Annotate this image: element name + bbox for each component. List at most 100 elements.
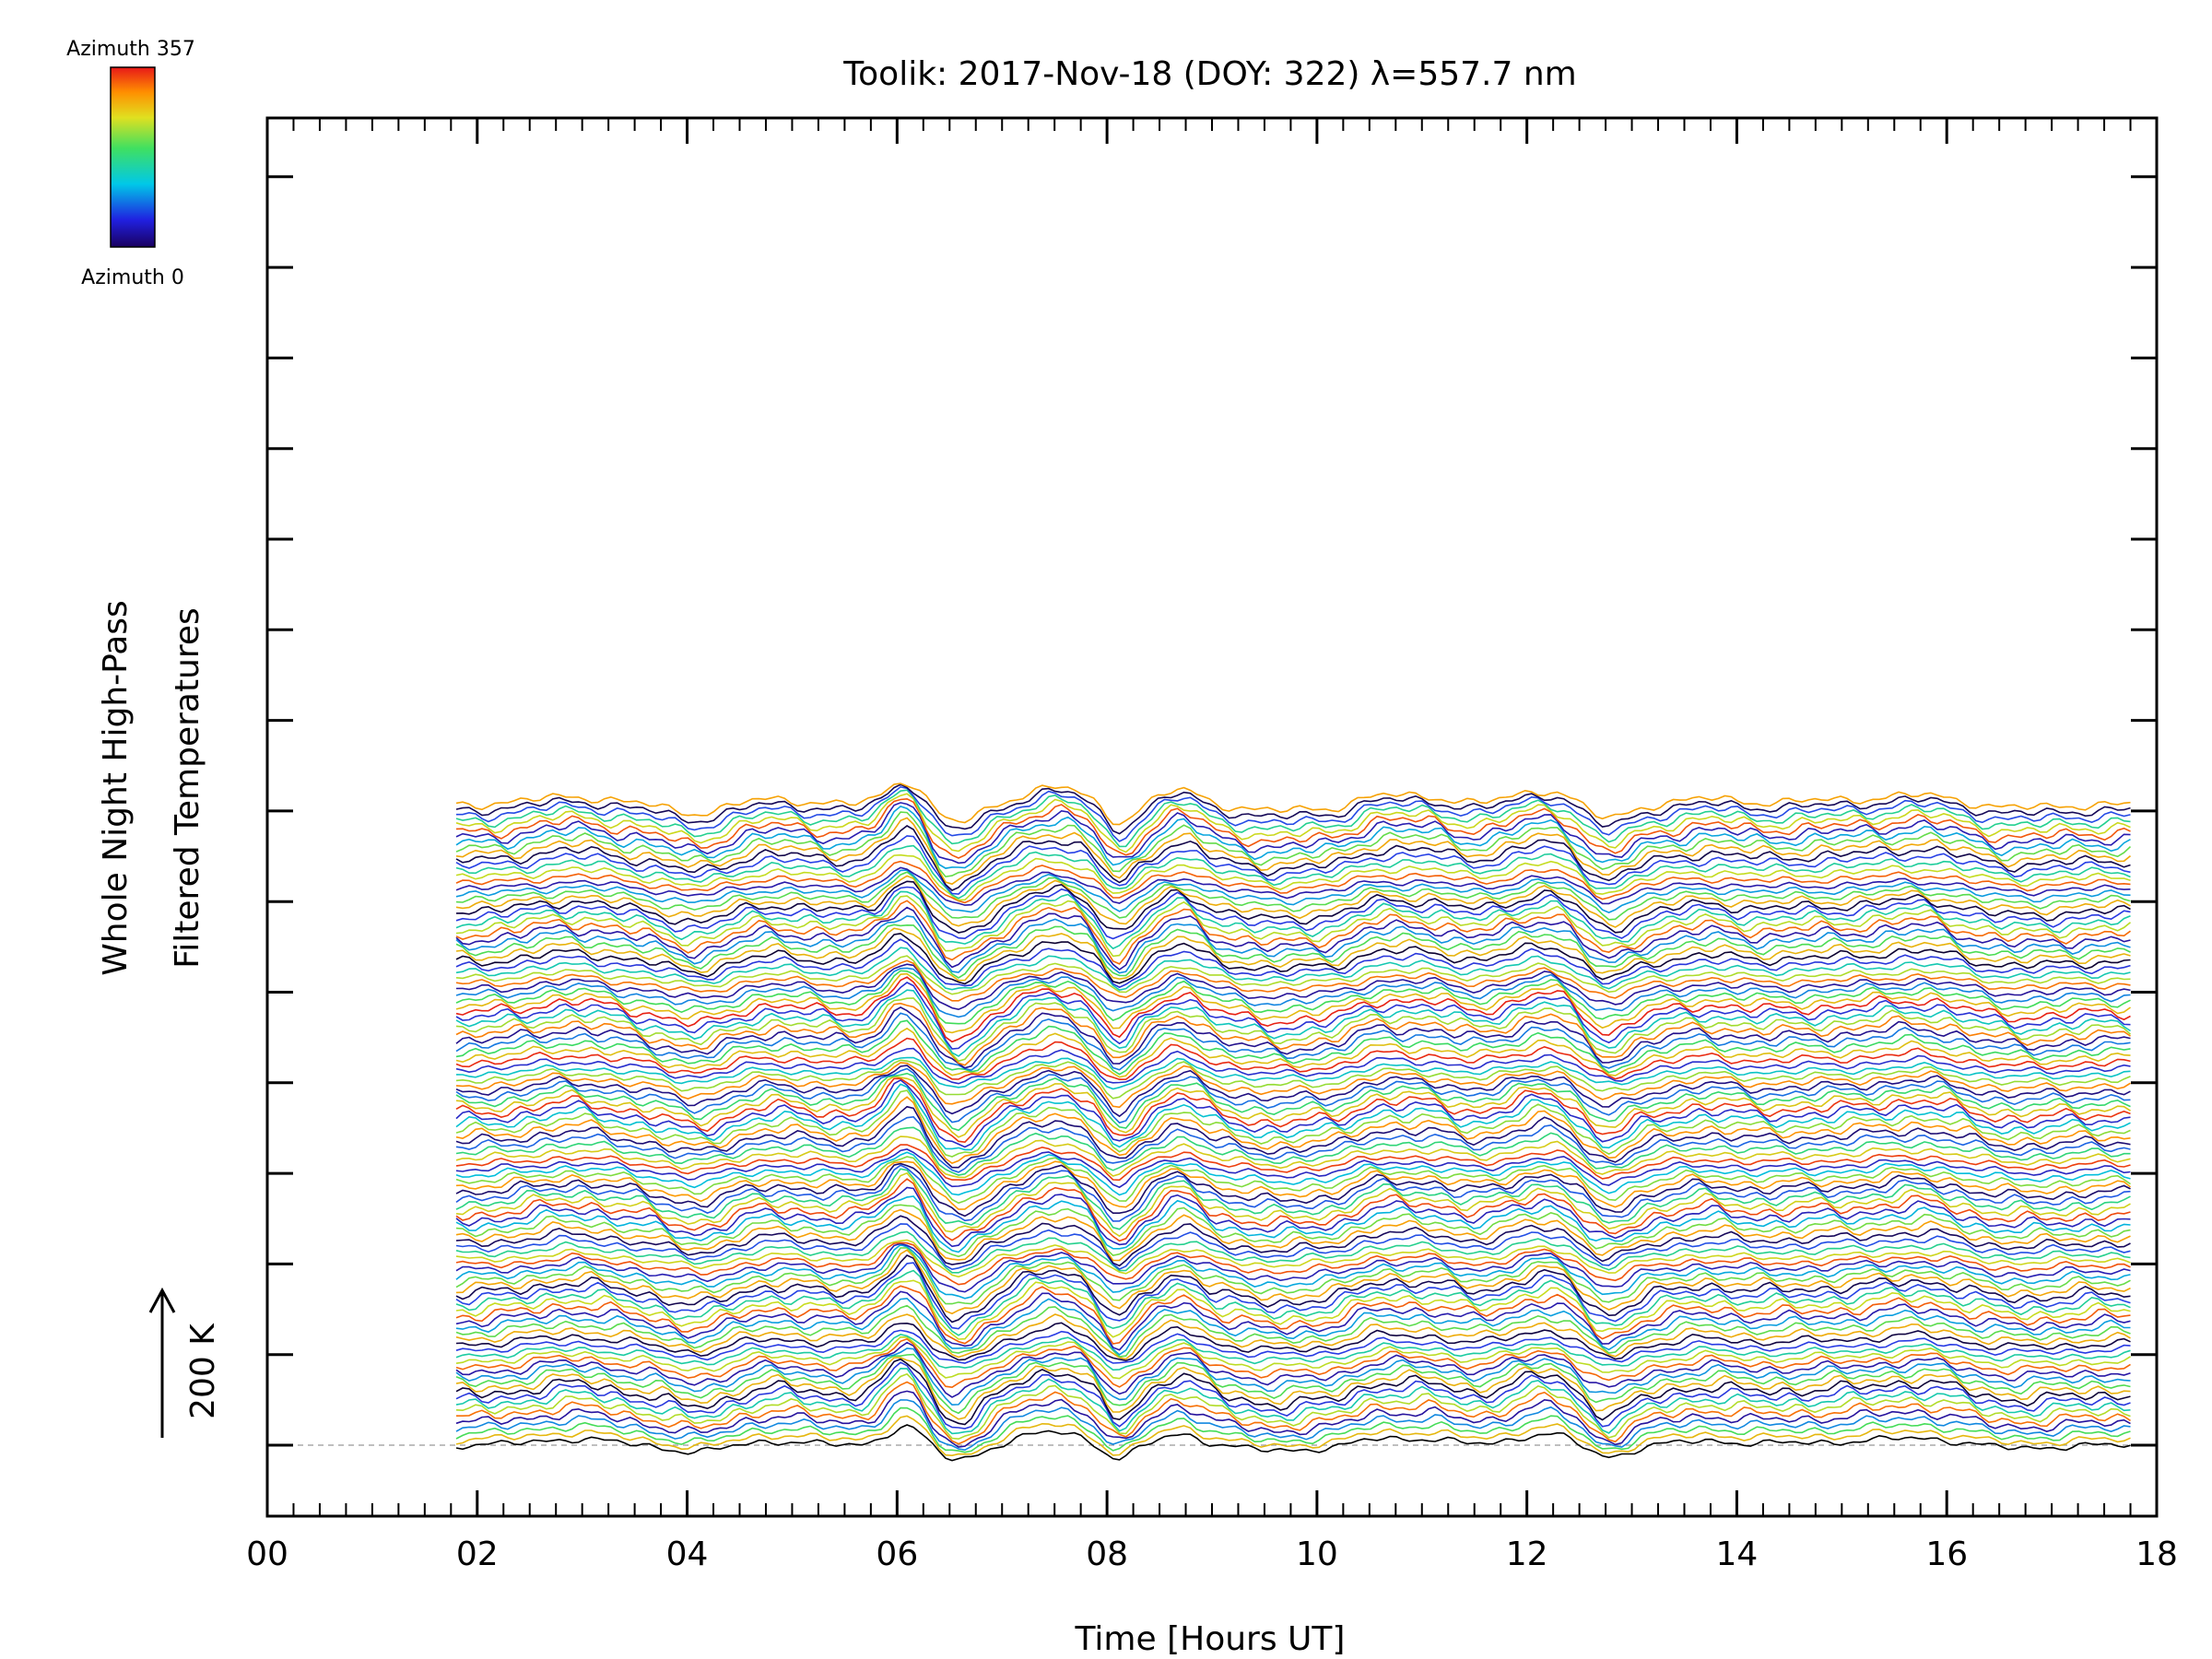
x-tick-label: 18 bbox=[2136, 1535, 2178, 1573]
temperature-trace bbox=[455, 783, 2131, 835]
temperature-trace bbox=[455, 915, 2131, 974]
temperature-trace bbox=[455, 1148, 2131, 1189]
temperature-trace bbox=[455, 1105, 2131, 1169]
temperature-trace bbox=[455, 1195, 2131, 1253]
temperature-trace bbox=[455, 955, 2131, 995]
temperature-trace bbox=[455, 835, 2131, 895]
temperature-trace bbox=[455, 938, 2131, 989]
temperature-trace bbox=[455, 1144, 2131, 1182]
temperature-trace bbox=[455, 1269, 2131, 1336]
temperature-trace bbox=[455, 1135, 2131, 1179]
temperature-trace bbox=[455, 1399, 2131, 1452]
temperature-trace bbox=[455, 1322, 2131, 1362]
temperature-trace bbox=[455, 1047, 2131, 1085]
temperature-trace bbox=[455, 1329, 2131, 1364]
temperature-trace bbox=[455, 959, 2131, 1002]
temperature-trace bbox=[455, 1372, 2131, 1441]
temperature-trace bbox=[455, 844, 2131, 900]
colorbar-top-label: Azimuth 357 bbox=[66, 38, 195, 61]
temperature-trace bbox=[455, 895, 2132, 958]
temperature-trace bbox=[455, 1204, 2131, 1258]
temperature-trace bbox=[455, 811, 2132, 878]
temperature-trace bbox=[455, 1160, 2131, 1210]
temperature-trace bbox=[455, 963, 2131, 1011]
temperature-trace bbox=[455, 880, 2131, 934]
temperature-trace bbox=[455, 1406, 2131, 1453]
temperature-trace bbox=[455, 1249, 2131, 1315]
y-axis-label-line1: Whole Night High-Pass bbox=[97, 600, 135, 976]
temperature-trace bbox=[455, 1056, 2131, 1090]
temperature-trace bbox=[455, 1171, 2131, 1238]
temperature-trace bbox=[455, 976, 2131, 1043]
x-tick-label: 00 bbox=[246, 1535, 288, 1573]
x-tick-label: 12 bbox=[1506, 1535, 1548, 1573]
temperature-trace bbox=[455, 1178, 2131, 1242]
temperature-trace bbox=[455, 866, 2131, 906]
temperature-trace bbox=[455, 1239, 2131, 1278]
temperature-trace bbox=[455, 1242, 2131, 1293]
temperature-trace bbox=[455, 1290, 2131, 1351]
chart-title: Toolik: 2017-Nov-18 (DOY: 322) λ=557.7 n… bbox=[842, 55, 1576, 93]
temperature-trace bbox=[455, 1067, 2131, 1124]
temperature-trace bbox=[455, 1358, 2131, 1426]
temperature-trace bbox=[455, 1096, 2131, 1165]
temperature-trace bbox=[455, 1337, 2131, 1389]
temperature-trace bbox=[455, 982, 2131, 1050]
temperature-trace bbox=[455, 1390, 2131, 1448]
temperature-trace bbox=[455, 1313, 2131, 1360]
temperature-trace bbox=[455, 1078, 2131, 1148]
temperature-trace bbox=[455, 1115, 2131, 1173]
temperature-trace bbox=[455, 972, 2131, 1034]
temperature-trace bbox=[455, 927, 2131, 982]
temperature-trace bbox=[455, 1243, 2131, 1300]
temperature-trace bbox=[455, 1415, 2131, 1457]
temperature-trace bbox=[455, 1230, 2131, 1274]
temperature-trace bbox=[455, 789, 2131, 848]
temperature-trace bbox=[455, 1037, 2131, 1081]
temperature-trace bbox=[455, 860, 2131, 904]
temperature-trace bbox=[455, 1208, 2131, 1262]
temperature-trace bbox=[455, 1006, 2131, 1069]
temperature-trace bbox=[455, 869, 2131, 913]
temperature-trace bbox=[455, 1059, 2131, 1100]
temperature-trace bbox=[455, 1223, 2131, 1271]
temperature-trace bbox=[455, 1186, 2131, 1248]
temperature-trace bbox=[455, 1347, 2131, 1406]
colorbar-bottom-label: Azimuth 0 bbox=[81, 266, 184, 289]
temperature-trace bbox=[455, 1297, 2131, 1356]
temperature-trace bbox=[455, 900, 2131, 965]
temperature-trace bbox=[455, 1027, 2131, 1078]
scale-label: 200 K bbox=[184, 1323, 222, 1419]
temperature-trace bbox=[455, 1262, 2131, 1330]
temperature-trace bbox=[455, 782, 2131, 826]
temperature-trace bbox=[455, 1072, 2131, 1132]
temperature-trace bbox=[455, 1334, 2131, 1371]
temperature-trace bbox=[455, 853, 2131, 901]
temperature-trace bbox=[455, 1424, 2131, 1462]
temperature-trace bbox=[455, 997, 2132, 1063]
scale-indicator: 200 K bbox=[148, 1287, 222, 1438]
y-axis-label-line2: Filtered Temperatures bbox=[169, 607, 206, 969]
temperature-trace bbox=[455, 1285, 2131, 1345]
x-tick-label: 10 bbox=[1296, 1535, 1338, 1573]
temperature-trace bbox=[455, 1279, 2131, 1340]
temperature-trace bbox=[455, 817, 2132, 886]
temperature-trace bbox=[455, 1367, 2131, 1435]
colorbar-legend: Azimuth 357 Azimuth 0 bbox=[66, 38, 195, 289]
temperature-trace bbox=[456, 1381, 2131, 1445]
temperature-trace bbox=[455, 1156, 2131, 1205]
temperature-trace bbox=[455, 1353, 2131, 1415]
temperature-trace bbox=[455, 1126, 2131, 1176]
temperature-trace bbox=[455, 1241, 2131, 1286]
temperature-trace bbox=[455, 1361, 2131, 1430]
temperature-trace bbox=[455, 1164, 2131, 1222]
temperature-traces bbox=[455, 782, 2132, 1462]
x-axis-label: Time [Hours UT] bbox=[1075, 1620, 1346, 1658]
temperature-trace bbox=[455, 871, 2131, 921]
temperature-trace bbox=[455, 1304, 2131, 1358]
temperature-trace bbox=[455, 1247, 2131, 1305]
temperature-trace bbox=[455, 967, 2131, 1018]
temperature-trace bbox=[455, 1162, 2131, 1218]
x-tick-label: 08 bbox=[1086, 1535, 1128, 1573]
temperature-trace bbox=[455, 1062, 2131, 1109]
